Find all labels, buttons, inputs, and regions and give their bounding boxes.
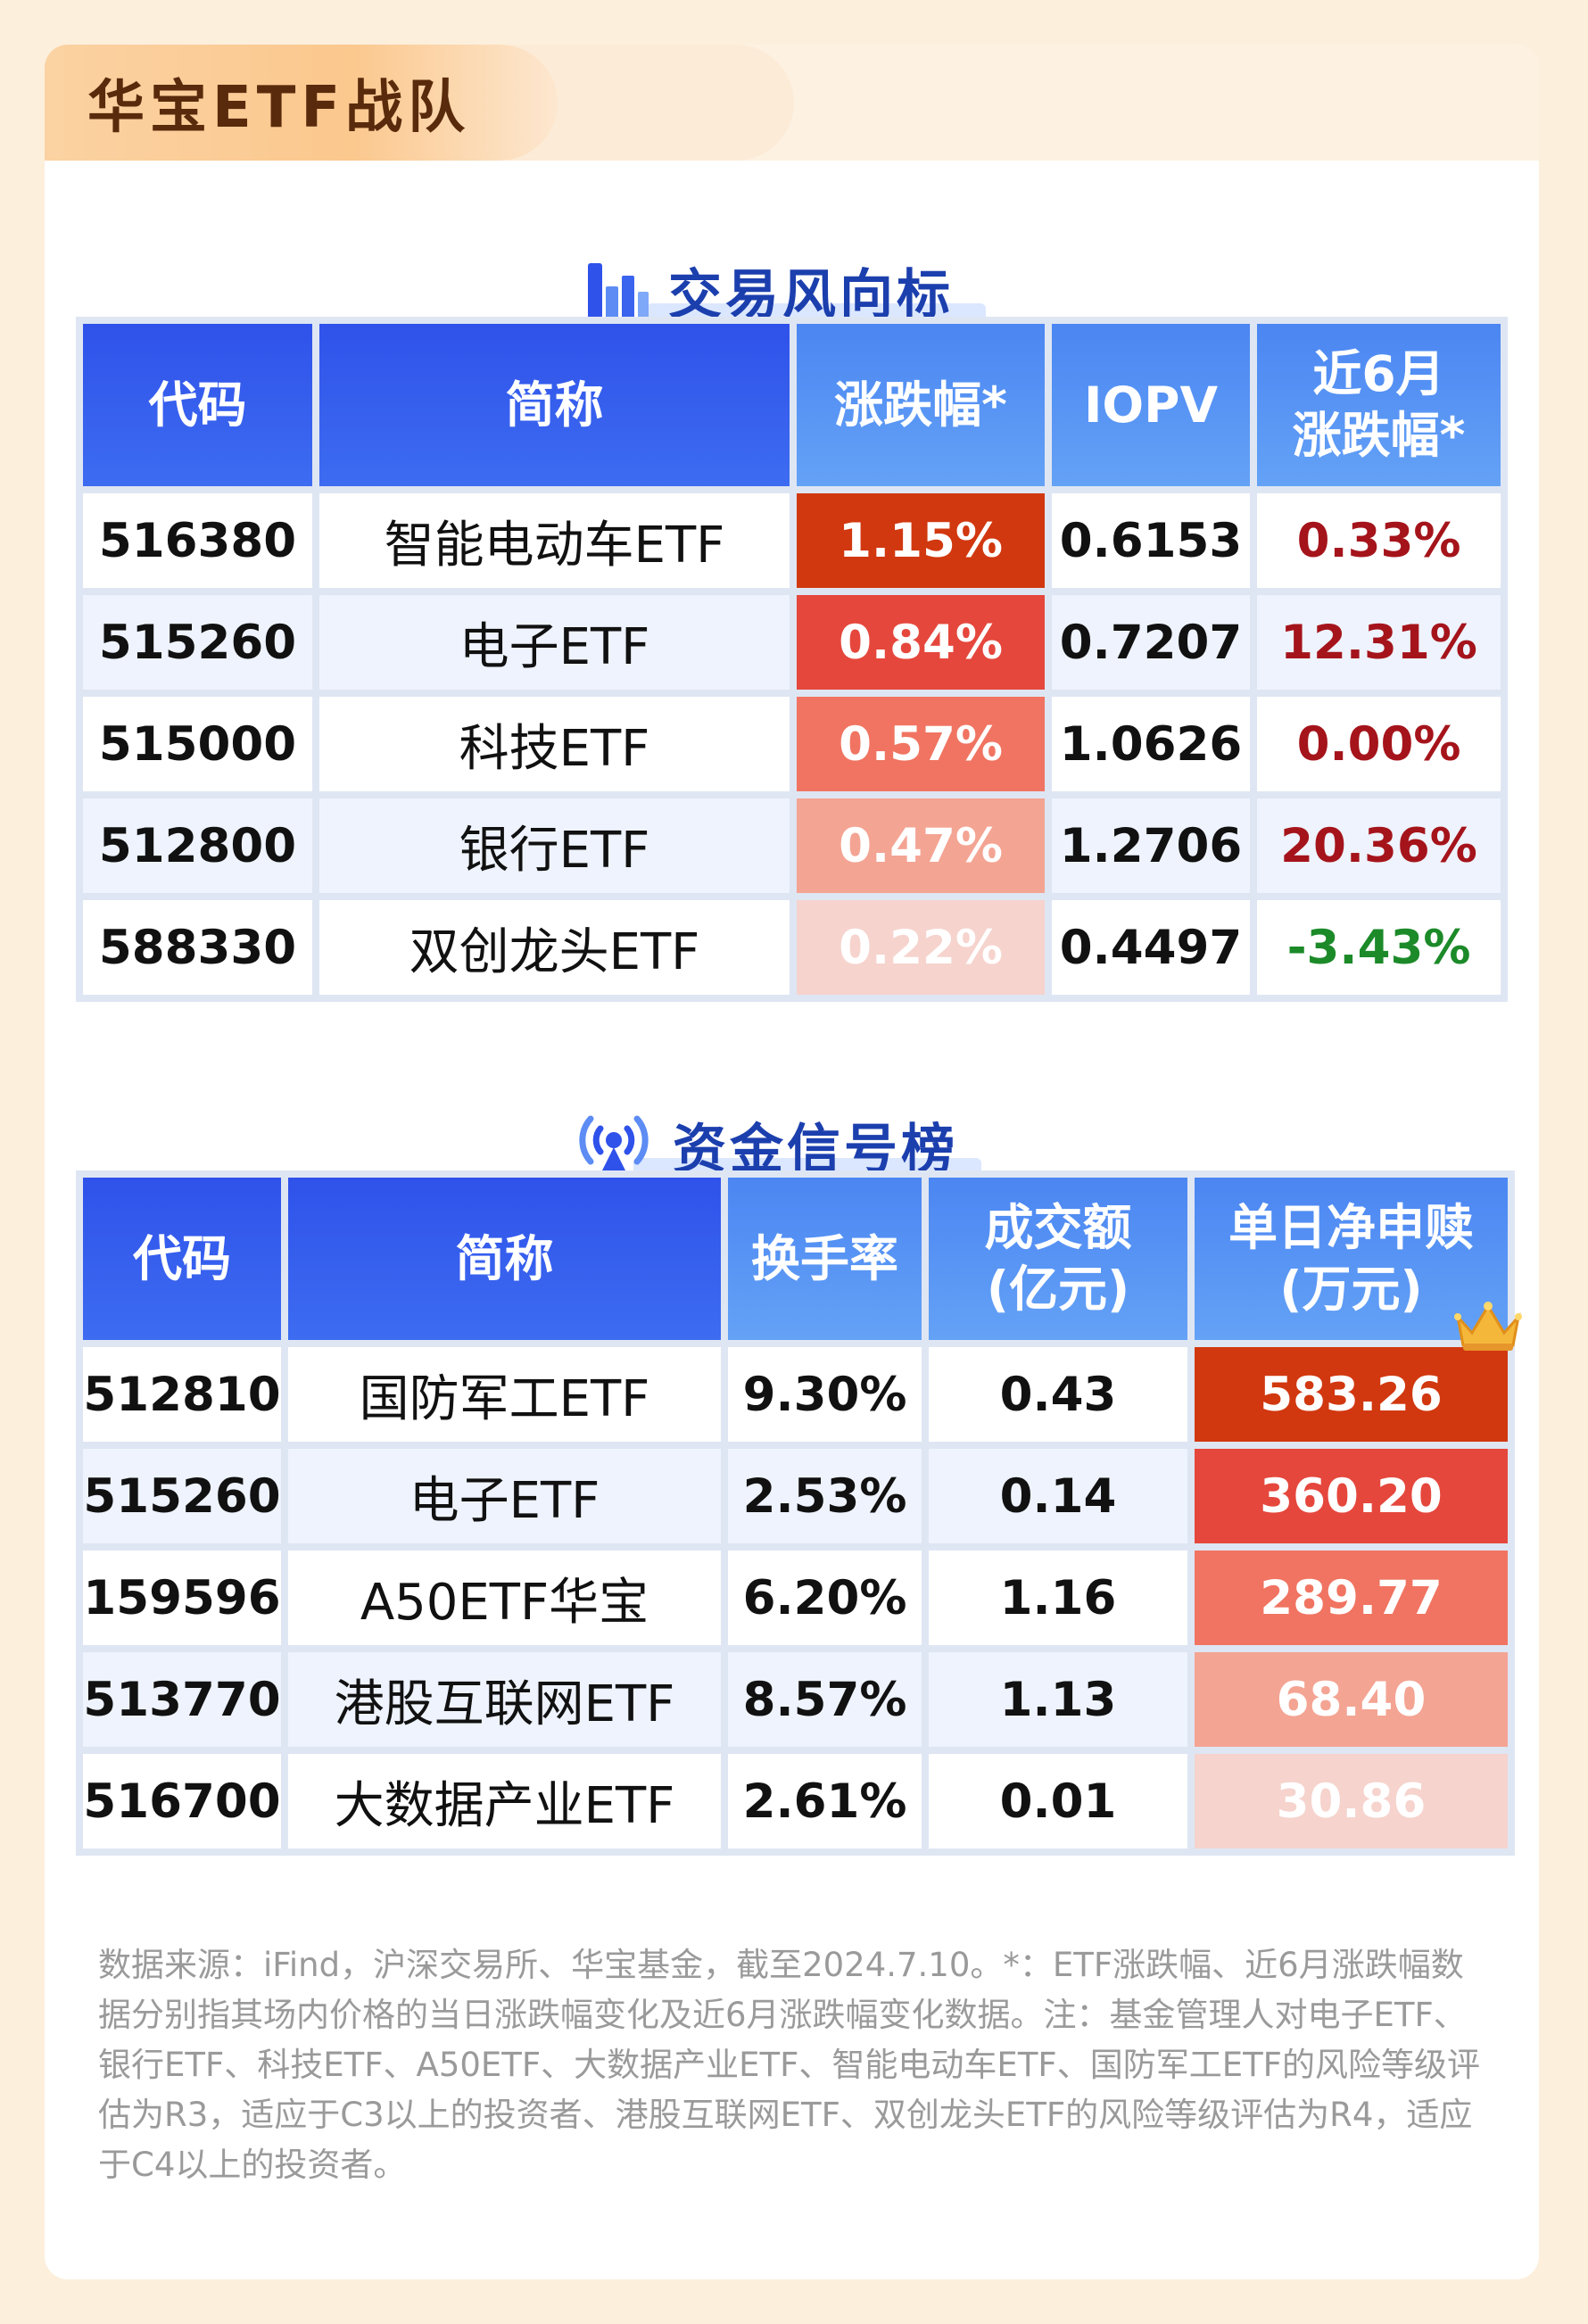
- trade-section-title: 交易风向标: [584, 241, 986, 339]
- turnover-cell: 2.53%: [728, 1449, 922, 1543]
- six-month-change-cell: 0.00%: [1257, 697, 1501, 791]
- name-cell: 国防军工ETF: [288, 1347, 721, 1442]
- iopv-cell: 0.6153: [1052, 493, 1250, 588]
- table-row: 516380 智能电动车ETF 1.15% 0.6153 0.33%: [83, 493, 1501, 588]
- net-flow-cell: 68.40: [1195, 1652, 1508, 1747]
- content-card: 华宝ETF战队 交易风向标 代码 简称 涨跌幅* IOPV 近6月 涨跌幅* 5…: [45, 45, 1539, 2279]
- code-cell: 159596: [83, 1551, 281, 1645]
- crown-icon: [1454, 1301, 1522, 1351]
- header-volume: 成交额 (亿元): [929, 1178, 1187, 1340]
- fund-section-label: 资金信号榜: [673, 1118, 958, 1181]
- team-title-tab: 华宝ETF战队: [45, 45, 558, 161]
- six-month-change-cell: 20.36%: [1257, 798, 1501, 893]
- code-cell: 516380: [83, 493, 312, 588]
- iopv-cell: 0.4497: [1052, 900, 1250, 995]
- code-cell: 512800: [83, 798, 312, 893]
- name-cell: A50ETF华宝: [288, 1551, 721, 1645]
- table-row: 512800 银行ETF 0.47% 1.2706 20.36%: [83, 798, 1501, 893]
- header-turnover: 换手率: [728, 1178, 922, 1340]
- iopv-cell: 0.7207: [1052, 595, 1250, 690]
- volume-cell: 1.13: [929, 1652, 1187, 1747]
- table-row: 515260 电子ETF 0.84% 0.7207 12.31%: [83, 595, 1501, 690]
- code-cell: 513770: [83, 1652, 281, 1747]
- change-cell: 0.22%: [797, 900, 1045, 995]
- source-footnote: 数据来源：iFind，沪深交易所、华宝基金，截至2024.7.10。*：ETF涨…: [98, 1946, 1480, 2184]
- turnover-cell: 9.30%: [728, 1347, 922, 1442]
- iopv-cell: 1.0626: [1052, 697, 1250, 791]
- name-cell: 智能电动车ETF: [319, 493, 790, 588]
- header-6m-change: 近6月 涨跌幅*: [1257, 324, 1501, 486]
- table-row: 512810 国防军工ETF 9.30% 0.43 583.26: [83, 1347, 1508, 1442]
- table-row: 588330 双创龙头ETF 0.22% 0.4497 -3.43%: [83, 900, 1501, 995]
- turnover-cell: 8.57%: [728, 1652, 922, 1747]
- header-net-flow: 单日净申赎 (万元): [1195, 1178, 1522, 1351]
- table-row: 515260 电子ETF 2.53% 0.14 360.20: [83, 1449, 1508, 1543]
- name-cell: 科技ETF: [319, 697, 790, 791]
- volume-cell: 0.01: [929, 1754, 1187, 1848]
- header-name: 简称: [319, 324, 790, 486]
- fund-header-row: 代码 简称 换手率 成交额 (亿元) 单日净申赎 (万元): [83, 1178, 1522, 1351]
- code-cell: 512810: [83, 1347, 281, 1442]
- volume-cell: 0.43: [929, 1347, 1187, 1442]
- header-code: 代码: [83, 1178, 281, 1340]
- code-cell: 588330: [83, 900, 312, 995]
- header-change: 涨跌幅*: [797, 324, 1045, 486]
- net-flow-cell: 289.77: [1195, 1551, 1508, 1645]
- table-row: 513770 港股互联网ETF 8.57% 1.13 68.40: [83, 1652, 1508, 1747]
- iopv-cell: 1.2706: [1052, 798, 1250, 893]
- six-month-change-cell: 12.31%: [1257, 595, 1501, 690]
- code-cell: 515260: [83, 595, 312, 690]
- turnover-cell: 2.61%: [728, 1754, 922, 1848]
- net-flow-cell: 360.20: [1195, 1449, 1508, 1543]
- trade-table: 代码 简称 涨跌幅* IOPV 近6月 涨跌幅* 516380 智能电动车ETF 1…: [76, 317, 1508, 1002]
- volume-cell: 0.14: [929, 1449, 1187, 1543]
- change-cell: 1.15%: [797, 493, 1045, 588]
- six-month-change-cell: 0.33%: [1257, 493, 1501, 588]
- change-cell: 0.84%: [797, 595, 1045, 690]
- header-iopv: IOPV: [1052, 324, 1250, 486]
- change-cell: 0.47%: [797, 798, 1045, 893]
- team-title: 华宝ETF战队: [87, 75, 471, 141]
- trade-header-row: 代码 简称 涨跌幅* IOPV 近6月 涨跌幅*: [83, 324, 1501, 486]
- change-cell: 0.57%: [797, 697, 1045, 791]
- trade-section-label: 交易风向标: [668, 263, 954, 327]
- fund-table: 代码 简称 换手率 成交额 (亿元) 单日净申赎 (万元): [76, 1170, 1522, 1856]
- name-cell: 双创龙头ETF: [319, 900, 790, 995]
- volume-cell: 1.16: [929, 1551, 1187, 1645]
- name-cell: 电子ETF: [288, 1449, 721, 1543]
- name-cell: 电子ETF: [319, 595, 790, 690]
- code-cell: 515000: [83, 697, 312, 791]
- name-cell: 港股互联网ETF: [288, 1652, 721, 1747]
- table-row: 516700 大数据产业ETF 2.61% 0.01 30.86: [83, 1754, 1508, 1848]
- bar-chart-icon: [588, 263, 649, 318]
- code-cell: 515260: [83, 1449, 281, 1543]
- table-row: 159596 A50ETF华宝 6.20% 1.16 289.77: [83, 1551, 1508, 1645]
- net-flow-cell: 583.26: [1195, 1347, 1508, 1442]
- net-flow-cell: 30.86: [1195, 1754, 1508, 1848]
- name-cell: 大数据产业ETF: [288, 1754, 721, 1848]
- table-row: 515000 科技ETF 0.57% 1.0626 0.00%: [83, 697, 1501, 791]
- header-name: 简称: [288, 1178, 721, 1340]
- name-cell: 银行ETF: [319, 798, 790, 893]
- header-net-flow-label: 单日净申赎 (万元): [1228, 1199, 1474, 1318]
- turnover-cell: 6.20%: [728, 1551, 922, 1645]
- header-code: 代码: [83, 324, 312, 486]
- code-cell: 516700: [83, 1754, 281, 1848]
- six-month-change-cell: -3.43%: [1257, 900, 1501, 995]
